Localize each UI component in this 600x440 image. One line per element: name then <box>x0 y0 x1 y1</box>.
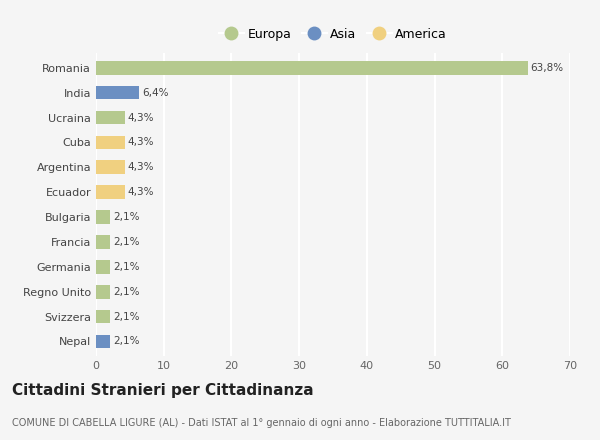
Text: 6,4%: 6,4% <box>142 88 169 98</box>
Text: 4,3%: 4,3% <box>128 187 154 197</box>
Text: 2,1%: 2,1% <box>113 237 139 247</box>
Text: 2,1%: 2,1% <box>113 287 139 297</box>
Bar <box>96 335 110 348</box>
Text: 2,1%: 2,1% <box>113 262 139 272</box>
Bar <box>96 61 528 74</box>
Bar <box>96 161 125 174</box>
Legend: Europa, Asia, America: Europa, Asia, America <box>214 22 452 46</box>
Bar <box>96 235 110 249</box>
Text: COMUNE DI CABELLA LIGURE (AL) - Dati ISTAT al 1° gennaio di ogni anno - Elaboraz: COMUNE DI CABELLA LIGURE (AL) - Dati IST… <box>12 418 511 428</box>
Bar <box>96 310 110 323</box>
Bar <box>96 86 139 99</box>
Text: 4,3%: 4,3% <box>128 162 154 172</box>
Text: 2,1%: 2,1% <box>113 212 139 222</box>
Bar <box>96 185 125 199</box>
Text: 4,3%: 4,3% <box>128 113 154 122</box>
Bar <box>96 210 110 224</box>
Bar <box>96 285 110 299</box>
Text: 63,8%: 63,8% <box>531 63 564 73</box>
Bar <box>96 260 110 274</box>
Text: 2,1%: 2,1% <box>113 312 139 322</box>
Text: 2,1%: 2,1% <box>113 337 139 346</box>
Bar <box>96 110 125 125</box>
Text: 4,3%: 4,3% <box>128 137 154 147</box>
Text: Cittadini Stranieri per Cittadinanza: Cittadini Stranieri per Cittadinanza <box>12 383 314 398</box>
Bar <box>96 136 125 149</box>
